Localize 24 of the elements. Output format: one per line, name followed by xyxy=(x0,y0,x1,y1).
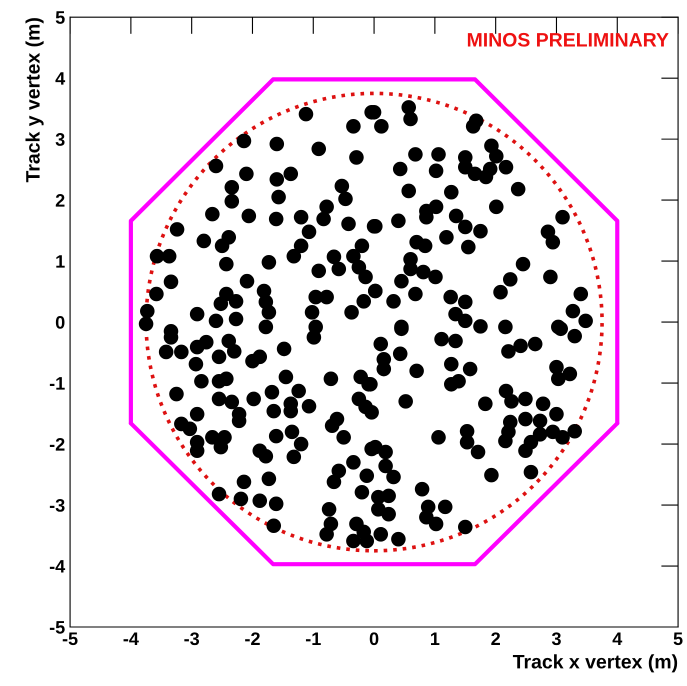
y-tick-label: -4 xyxy=(50,560,66,573)
y-tick-label: -5 xyxy=(50,621,65,634)
y-tick-label: 2 xyxy=(56,194,64,207)
x-tick-label: 1 xyxy=(430,632,440,645)
y-tick-label: -2 xyxy=(50,438,64,451)
x-tick-label: -2 xyxy=(245,632,260,645)
x-tick-label: 3 xyxy=(552,632,561,646)
x-axis-title: Track x vertex (m) xyxy=(512,654,678,672)
y-tick-label: 4 xyxy=(55,72,66,85)
y-axis-title: Track y vertex (m) xyxy=(25,18,44,182)
x-tick-label: 0 xyxy=(370,632,378,646)
x-tick-label: -4 xyxy=(124,632,139,645)
x-tick-label: -1 xyxy=(306,632,321,645)
y-tick-label: 1 xyxy=(56,255,65,268)
y-tick-label: -3 xyxy=(50,498,65,512)
x-tick-label: 4 xyxy=(612,632,622,645)
x-tick-label: 5 xyxy=(674,632,683,646)
y-tick-label: 3 xyxy=(56,133,65,146)
y-tick-label: 0 xyxy=(56,316,64,329)
x-tick-label: -3 xyxy=(184,632,200,646)
y-tick-label: -1 xyxy=(50,377,65,390)
x-tick-label: 2 xyxy=(491,632,500,645)
annotation: MINOS PRELIMINARY xyxy=(468,32,669,47)
y-tick-label: 5 xyxy=(56,11,65,24)
